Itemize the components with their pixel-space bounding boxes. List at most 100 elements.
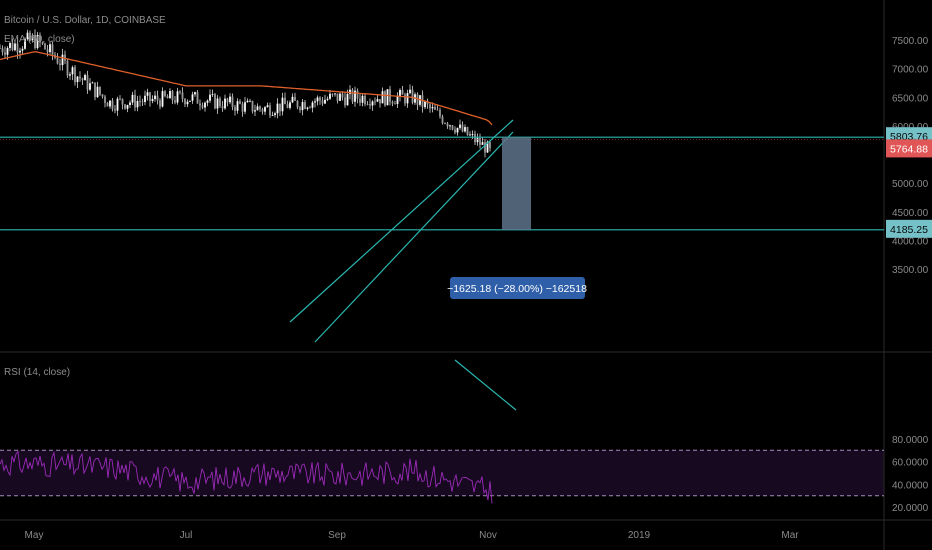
candle [409,84,411,95]
axis-layer: 7500.007000.006500.006000.005000.004500.… [25,36,932,541]
candle-body [384,91,386,106]
candle-body [234,107,236,111]
price-tick-label: 4500.00 [892,208,929,219]
candle-body [489,141,491,149]
candle [179,90,181,95]
candle-body [181,92,184,99]
candle [136,95,139,112]
candle [296,100,299,110]
candle [109,100,111,109]
candle-body [99,86,101,95]
candle-body [229,96,231,103]
candle-body [239,101,241,104]
candle [371,100,374,111]
time-tick-label: Mar [781,530,799,541]
candles-layer [0,29,491,158]
candle-body [404,94,406,104]
candle [479,133,481,149]
candle [326,96,329,102]
candle [204,101,206,112]
candle-body [216,98,219,109]
candle [404,92,406,107]
candle [61,48,64,71]
candle [186,99,189,108]
candle [364,93,366,107]
candle [146,88,149,101]
candle [369,98,371,110]
measure-label-background [450,277,585,299]
candle [111,97,114,112]
candle [249,98,251,103]
candle [131,91,134,105]
candle [149,91,151,107]
candle [399,88,401,102]
candle-body [281,97,284,112]
candle-body [301,102,304,111]
candle-body [49,44,51,53]
candle [236,98,239,114]
candle-body [81,78,84,81]
candle [49,42,51,55]
candle [189,100,191,102]
measure-layer[interactable]: −1625.18 (−28.00%) −162518 [447,137,587,299]
price-tag-label: 5764.88 [890,143,928,155]
candle-body [334,93,336,95]
candle-body [394,103,396,105]
candle-body [251,100,254,112]
candle-body [256,106,259,111]
candle-body [159,100,161,107]
measure-label: −1625.18 (−28.00%) −162518 [447,277,587,299]
candle-body [476,138,479,143]
candle [0,44,1,49]
candle-body [209,94,211,101]
rsi-layer [0,450,493,504]
candle [379,98,381,108]
candle [339,91,341,102]
candle [401,85,404,95]
candle-body [86,75,89,90]
candle [271,111,274,117]
candle-body [339,93,341,101]
candle [264,105,266,115]
candle-body [449,125,451,127]
candle-body [149,92,151,102]
time-tick-label: 2019 [628,530,651,541]
candle-body [454,129,456,133]
candle-body [376,99,379,102]
trendline-layer[interactable] [0,119,884,411]
candle-body [336,93,339,101]
candle-body [156,95,159,101]
candle [306,106,309,111]
candle [354,86,356,107]
candle [319,96,321,105]
candle [216,95,219,114]
candle-body [329,93,331,99]
candle-body [146,92,149,96]
candle-body [69,74,71,76]
candle [386,89,389,106]
candle-body [356,90,359,99]
candle-body [411,89,414,103]
candle-body [371,101,374,106]
price-tag-background [886,219,932,238]
candle-body [311,102,314,108]
candle-body [244,102,246,112]
candle [129,100,131,109]
candle [331,93,334,97]
candle-body [391,101,394,104]
price-tick-label: 7500.00 [892,36,929,47]
candle [144,90,146,106]
candle [214,92,216,110]
candle-body [361,95,364,103]
candle-body [349,89,351,95]
candle-body [129,102,131,105]
candle [406,89,409,108]
candle-body [236,101,239,111]
candle [24,37,26,50]
candle-body [471,134,474,135]
candle-body [259,106,261,110]
candle-body [434,107,436,110]
candle [206,99,209,107]
